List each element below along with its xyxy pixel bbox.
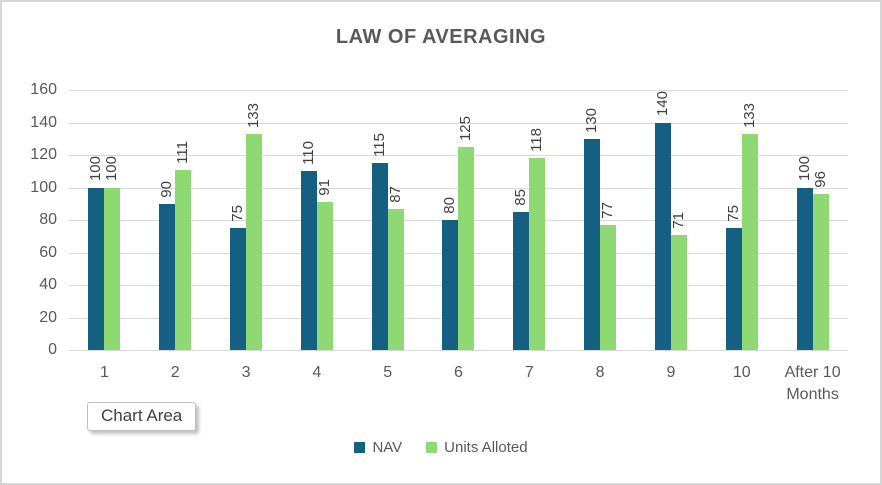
legend: NAV Units Alloted xyxy=(2,439,880,456)
category-group: 140 71 xyxy=(636,90,707,350)
legend-swatch-icon xyxy=(354,442,366,453)
y-tick-label: 0 xyxy=(48,341,57,358)
y-tick-label: 140 xyxy=(30,113,57,131)
category-group: 90 111 xyxy=(140,90,211,350)
bar-nav[interactable] xyxy=(725,228,742,350)
x-tick-label: 7 xyxy=(524,364,534,381)
y-tick-label: 80 xyxy=(39,211,57,228)
data-label: 75 xyxy=(229,205,247,223)
x-tick-label: 4 xyxy=(312,364,322,381)
plot-area: 100 100 90 111 75 133 110 91 115 87 80 125 85 118 130 7… xyxy=(69,90,848,351)
bar-nav[interactable] xyxy=(796,187,813,350)
data-label: 140 xyxy=(653,91,671,117)
x-tick-label: 8 xyxy=(595,364,605,381)
bar-units-alloted[interactable] xyxy=(600,224,617,350)
category-group: 75 133 xyxy=(211,90,282,350)
bar-nav[interactable] xyxy=(88,187,105,350)
y-tick-label: 120 xyxy=(30,146,57,163)
data-label: 80 xyxy=(441,197,459,214)
bar-nav[interactable] xyxy=(371,163,388,350)
bar-nav[interactable] xyxy=(300,171,317,350)
chart-title[interactable]: LAW OF AVERAGING xyxy=(335,26,547,48)
bar-units-alloted[interactable] xyxy=(529,158,546,350)
legend-label: Units Alloted xyxy=(444,439,528,456)
bar-nav[interactable] xyxy=(442,220,459,350)
data-label: 125 xyxy=(457,115,475,141)
data-label: 85 xyxy=(512,189,530,206)
data-label: 130 xyxy=(583,107,601,133)
data-label: 90 xyxy=(158,181,176,198)
data-label: 77 xyxy=(599,202,617,219)
data-label: 111 xyxy=(174,140,192,164)
data-label: 115 xyxy=(370,133,388,158)
data-label: 133 xyxy=(740,102,758,128)
x-tick-label: 9 xyxy=(666,364,676,381)
chart-area-tooltip-label: Chart Area xyxy=(101,406,183,425)
bar-units-alloted[interactable] xyxy=(104,187,121,350)
legend-item-nav[interactable]: NAV xyxy=(354,439,402,456)
y-tick-label: 100 xyxy=(30,178,57,196)
y-tick-label: 60 xyxy=(39,243,57,261)
x-tick-label: 5 xyxy=(383,364,393,381)
gridline xyxy=(69,350,848,351)
bar-units-alloted[interactable] xyxy=(458,146,475,350)
category-group: 75 133 xyxy=(706,90,777,350)
category-group: 85 118 xyxy=(494,90,565,350)
y-tick-label: 160 xyxy=(30,81,57,98)
data-label: 100 xyxy=(795,156,813,182)
x-tick-label: 3 xyxy=(241,364,251,381)
data-label: 110 xyxy=(299,141,317,166)
data-label: 75 xyxy=(724,205,742,223)
chart-area-tooltip: Chart Area xyxy=(87,402,197,431)
bar-units-alloted[interactable] xyxy=(246,133,263,350)
x-tick-label: After 10 Months xyxy=(784,364,841,404)
y-tick-label: 20 xyxy=(39,308,57,326)
data-label: 133 xyxy=(245,102,263,128)
y-tick-label: 40 xyxy=(39,276,57,293)
bar-units-alloted[interactable] xyxy=(670,234,687,350)
data-label: 96 xyxy=(811,171,829,188)
bar-nav[interactable] xyxy=(513,211,530,350)
bar-nav[interactable] xyxy=(159,203,176,350)
x-tick-label: 1 xyxy=(99,364,109,381)
bar-units-alloted[interactable] xyxy=(741,133,758,350)
bar-units-alloted[interactable] xyxy=(316,202,333,350)
legend-label: NAV xyxy=(372,439,403,456)
bar-nav[interactable] xyxy=(230,228,247,350)
gridline xyxy=(69,90,848,91)
data-label: 91 xyxy=(315,179,333,197)
bar-nav[interactable] xyxy=(654,122,671,350)
bar-units-alloted[interactable] xyxy=(387,208,404,350)
category-group: 80 125 xyxy=(423,90,494,350)
x-tick-label: 6 xyxy=(454,364,463,381)
x-tick-label: 2 xyxy=(170,364,180,381)
data-label: 71 xyxy=(669,211,687,229)
legend-swatch-icon xyxy=(426,442,438,453)
x-tick-label: 10 xyxy=(732,364,751,381)
data-label: 87 xyxy=(386,185,404,203)
bar-nav[interactable] xyxy=(584,138,601,350)
category-group: 100 100 xyxy=(69,90,140,350)
bar-units-alloted[interactable] xyxy=(812,194,829,350)
data-label: 100 xyxy=(87,156,105,182)
category-group: 130 77 xyxy=(565,90,636,350)
legend-item-units-alloted[interactable]: Units Alloted xyxy=(426,439,528,456)
category-group: 115 87 xyxy=(352,90,423,350)
category-group: 100 96 xyxy=(777,90,848,350)
category-group: 110 91 xyxy=(281,90,352,350)
data-label: 118 xyxy=(528,128,546,153)
gridline xyxy=(69,122,848,124)
data-label: 100 xyxy=(103,156,121,182)
bar-units-alloted[interactable] xyxy=(175,169,192,350)
